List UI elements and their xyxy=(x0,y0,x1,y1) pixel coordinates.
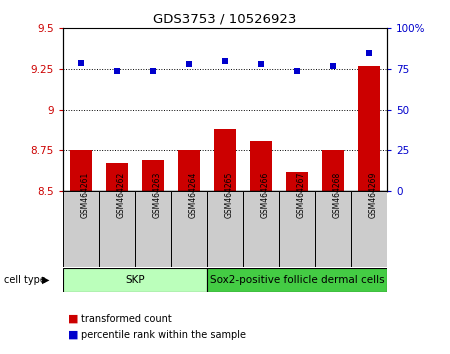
Text: SKP: SKP xyxy=(125,275,145,285)
Bar xyxy=(279,191,315,267)
Bar xyxy=(63,268,207,292)
Text: GSM464269: GSM464269 xyxy=(369,172,378,218)
Bar xyxy=(207,191,243,267)
Point xyxy=(113,68,121,74)
Text: GSM464264: GSM464264 xyxy=(189,172,198,218)
Point xyxy=(293,68,301,74)
Point xyxy=(77,60,85,65)
Bar xyxy=(178,150,200,191)
Point xyxy=(221,58,229,64)
Bar xyxy=(135,191,171,267)
Bar xyxy=(243,191,279,267)
Point xyxy=(257,61,265,67)
Text: cell type: cell type xyxy=(4,275,46,285)
Bar xyxy=(214,129,236,191)
Text: GSM464261: GSM464261 xyxy=(81,172,90,218)
Text: percentile rank within the sample: percentile rank within the sample xyxy=(81,330,246,339)
Bar xyxy=(99,191,135,267)
Bar xyxy=(63,191,99,267)
Text: Sox2-positive follicle dermal cells: Sox2-positive follicle dermal cells xyxy=(210,275,384,285)
Bar xyxy=(315,191,351,267)
Text: GSM464263: GSM464263 xyxy=(153,172,162,218)
Bar xyxy=(106,164,128,191)
Text: GSM464262: GSM464262 xyxy=(117,172,126,218)
Text: ■: ■ xyxy=(68,330,78,339)
Point xyxy=(329,63,337,69)
Text: transformed count: transformed count xyxy=(81,314,172,324)
Text: GSM464267: GSM464267 xyxy=(297,172,306,218)
Bar xyxy=(286,172,308,191)
Bar xyxy=(171,191,207,267)
Bar xyxy=(70,150,92,191)
Bar xyxy=(142,160,164,191)
Bar xyxy=(207,268,387,292)
Bar xyxy=(351,191,387,267)
Bar xyxy=(322,150,344,191)
Text: ■: ■ xyxy=(68,314,78,324)
Text: ▶: ▶ xyxy=(42,275,50,285)
Bar xyxy=(358,66,380,191)
Text: GSM464266: GSM464266 xyxy=(261,172,270,218)
Point xyxy=(365,50,373,56)
Bar xyxy=(250,141,272,191)
Point xyxy=(185,61,193,67)
Text: GSM464268: GSM464268 xyxy=(333,172,342,218)
Text: GSM464265: GSM464265 xyxy=(225,172,234,218)
Point xyxy=(149,68,157,74)
Title: GDS3753 / 10526923: GDS3753 / 10526923 xyxy=(153,13,297,26)
